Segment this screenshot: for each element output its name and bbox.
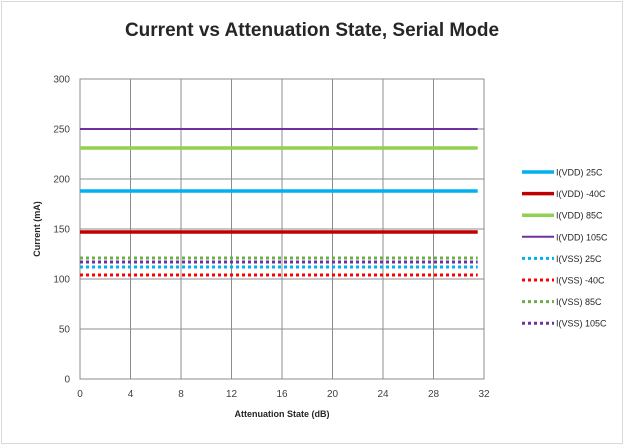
legend: I(VDD) 25C I(VDD) -40C I(VDD) 85C I(VDD) 10… (522, 168, 608, 329)
legend-label: I(VSS) 85C (556, 297, 602, 307)
x-tick-label: 8 (178, 389, 184, 400)
legend-label: I(VSS) -40C (556, 276, 605, 286)
y-tick-label: 200 (53, 175, 70, 186)
legend-label: I(VDD) 105C (556, 232, 608, 242)
y-tick-labels: 0 50 100 150 200 250 300 (53, 75, 70, 386)
x-tick-labels: 0 4 8 12 16 20 24 28 32 (77, 389, 490, 400)
y-axis-label: Current (mA) (32, 201, 42, 257)
y-tick-label: 150 (53, 225, 70, 236)
x-tick-label: 0 (77, 389, 83, 400)
x-tick-label: 4 (128, 389, 134, 400)
x-tick-label: 16 (276, 389, 288, 400)
series-lines (80, 128, 478, 277)
chart-title: Current vs Attenuation State, Serial Mod… (124, 20, 500, 41)
grid-lines (79, 78, 485, 380)
legend-label: I(VDD) 85C (556, 211, 603, 221)
y-tick-label: 50 (59, 325, 71, 336)
x-axis-label: Attenuation State (dB) (235, 409, 330, 419)
legend-label: I(VDD) 25C (556, 168, 603, 178)
y-tick-label: 300 (53, 75, 70, 86)
y-tick-label: 100 (53, 275, 70, 286)
legend-label: I(VSS) 105C (556, 319, 607, 329)
x-tick-label: 24 (377, 389, 389, 400)
x-tick-label: 20 (327, 389, 339, 400)
x-tick-label: 28 (428, 389, 440, 400)
legend-label: I(VDD) -40C (556, 189, 606, 199)
x-tick-label: 12 (226, 389, 238, 400)
y-tick-label: 250 (53, 125, 70, 136)
legend-label: I(VSS) 25C (556, 254, 602, 264)
x-tick-label: 32 (478, 389, 490, 400)
y-tick-label: 0 (64, 375, 70, 386)
